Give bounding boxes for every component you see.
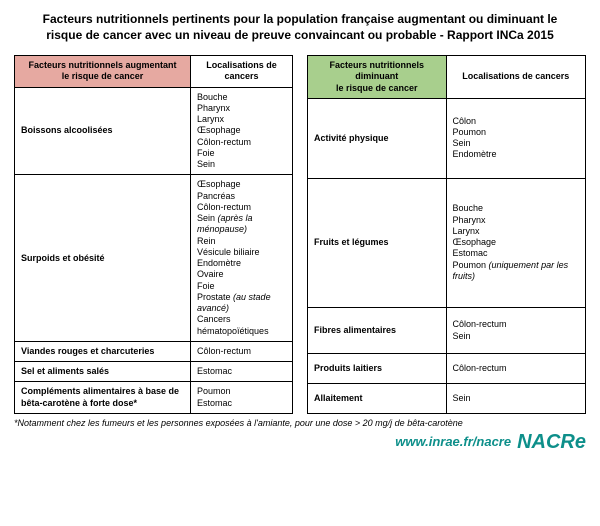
logo-text: NACRe [517, 432, 586, 452]
header-factor-increasing: Facteurs nutritionnels augmentantle risq… [15, 56, 191, 88]
localisation-cell: CôlonPoumonSeinEndomètre [446, 98, 586, 178]
page-title: Facteurs nutritionnels pertinents pour l… [24, 12, 576, 43]
table-row: Produits laitiersCôlon-rectum [308, 354, 586, 384]
table-row: AllaitementSein [308, 384, 586, 414]
header-factor-decreasing: Facteurs nutritionnels diminuantle risqu… [308, 56, 447, 99]
table-row: Viandes rouges et charcuteriesCôlon-rect… [15, 341, 293, 361]
header-localisation-right: Localisations de cancers [446, 56, 586, 99]
footnote: *Notamment chez les fumeurs et les perso… [14, 418, 586, 428]
localisation-cell: Côlon-rectum [191, 341, 293, 361]
footer: www.inrae.fr/nacre NACRe [14, 432, 586, 452]
factor-cell: Sel et aliments salés [15, 362, 191, 382]
factor-cell: Boissons alcoolisées [15, 87, 191, 175]
table-row: Fruits et légumesBouchePharynxLarynxŒsop… [308, 178, 586, 307]
factor-cell: Activité physique [308, 98, 447, 178]
site-url[interactable]: www.inrae.fr/nacre [395, 434, 511, 449]
header-localisation-left: Localisations de cancers [191, 56, 293, 88]
table-row: Compléments alimentaires à base de bêta-… [15, 382, 293, 414]
localisation-cell: BouchePharynxLarynxŒsophageCôlon-rectumF… [191, 87, 293, 175]
increasing-factors-table: Facteurs nutritionnels augmentantle risq… [14, 55, 293, 414]
factor-cell: Fruits et légumes [308, 178, 447, 307]
table-row: Sel et aliments salésEstomac [15, 362, 293, 382]
increasing-rows: Boissons alcooliséesBouchePharynxLarynxŒ… [15, 87, 293, 413]
localisation-cell: PoumonEstomac [191, 382, 293, 414]
factor-cell: Surpoids et obésité [15, 175, 191, 342]
localisation-cell: ŒsophagePancréasCôlon-rectumSein (après … [191, 175, 293, 342]
localisation-cell: BouchePharynxLarynxŒsophageEstomacPoumon… [446, 178, 586, 307]
factor-cell: Produits laitiers [308, 354, 447, 384]
factor-cell: Viandes rouges et charcuteries [15, 341, 191, 361]
factor-cell: Fibres alimentaires [308, 307, 447, 353]
localisation-cell: Côlon-rectum [446, 354, 586, 384]
localisation-cell: Sein [446, 384, 586, 414]
tables-wrapper: Facteurs nutritionnels augmentantle risq… [14, 55, 586, 414]
factor-cell: Compléments alimentaires à base de bêta-… [15, 382, 191, 414]
table-row: Surpoids et obésitéŒsophagePancréasCôlon… [15, 175, 293, 342]
table-row: Activité physiqueCôlonPoumonSeinEndomètr… [308, 98, 586, 178]
localisation-cell: Côlon-rectumSein [446, 307, 586, 353]
decreasing-factors-table: Facteurs nutritionnels diminuantle risqu… [307, 55, 586, 414]
factor-cell: Allaitement [308, 384, 447, 414]
table-row: Boissons alcooliséesBouchePharynxLarynxŒ… [15, 87, 293, 175]
table-row: Fibres alimentairesCôlon-rectumSein [308, 307, 586, 353]
decreasing-rows: Activité physiqueCôlonPoumonSeinEndomètr… [308, 98, 586, 413]
localisation-cell: Estomac [191, 362, 293, 382]
